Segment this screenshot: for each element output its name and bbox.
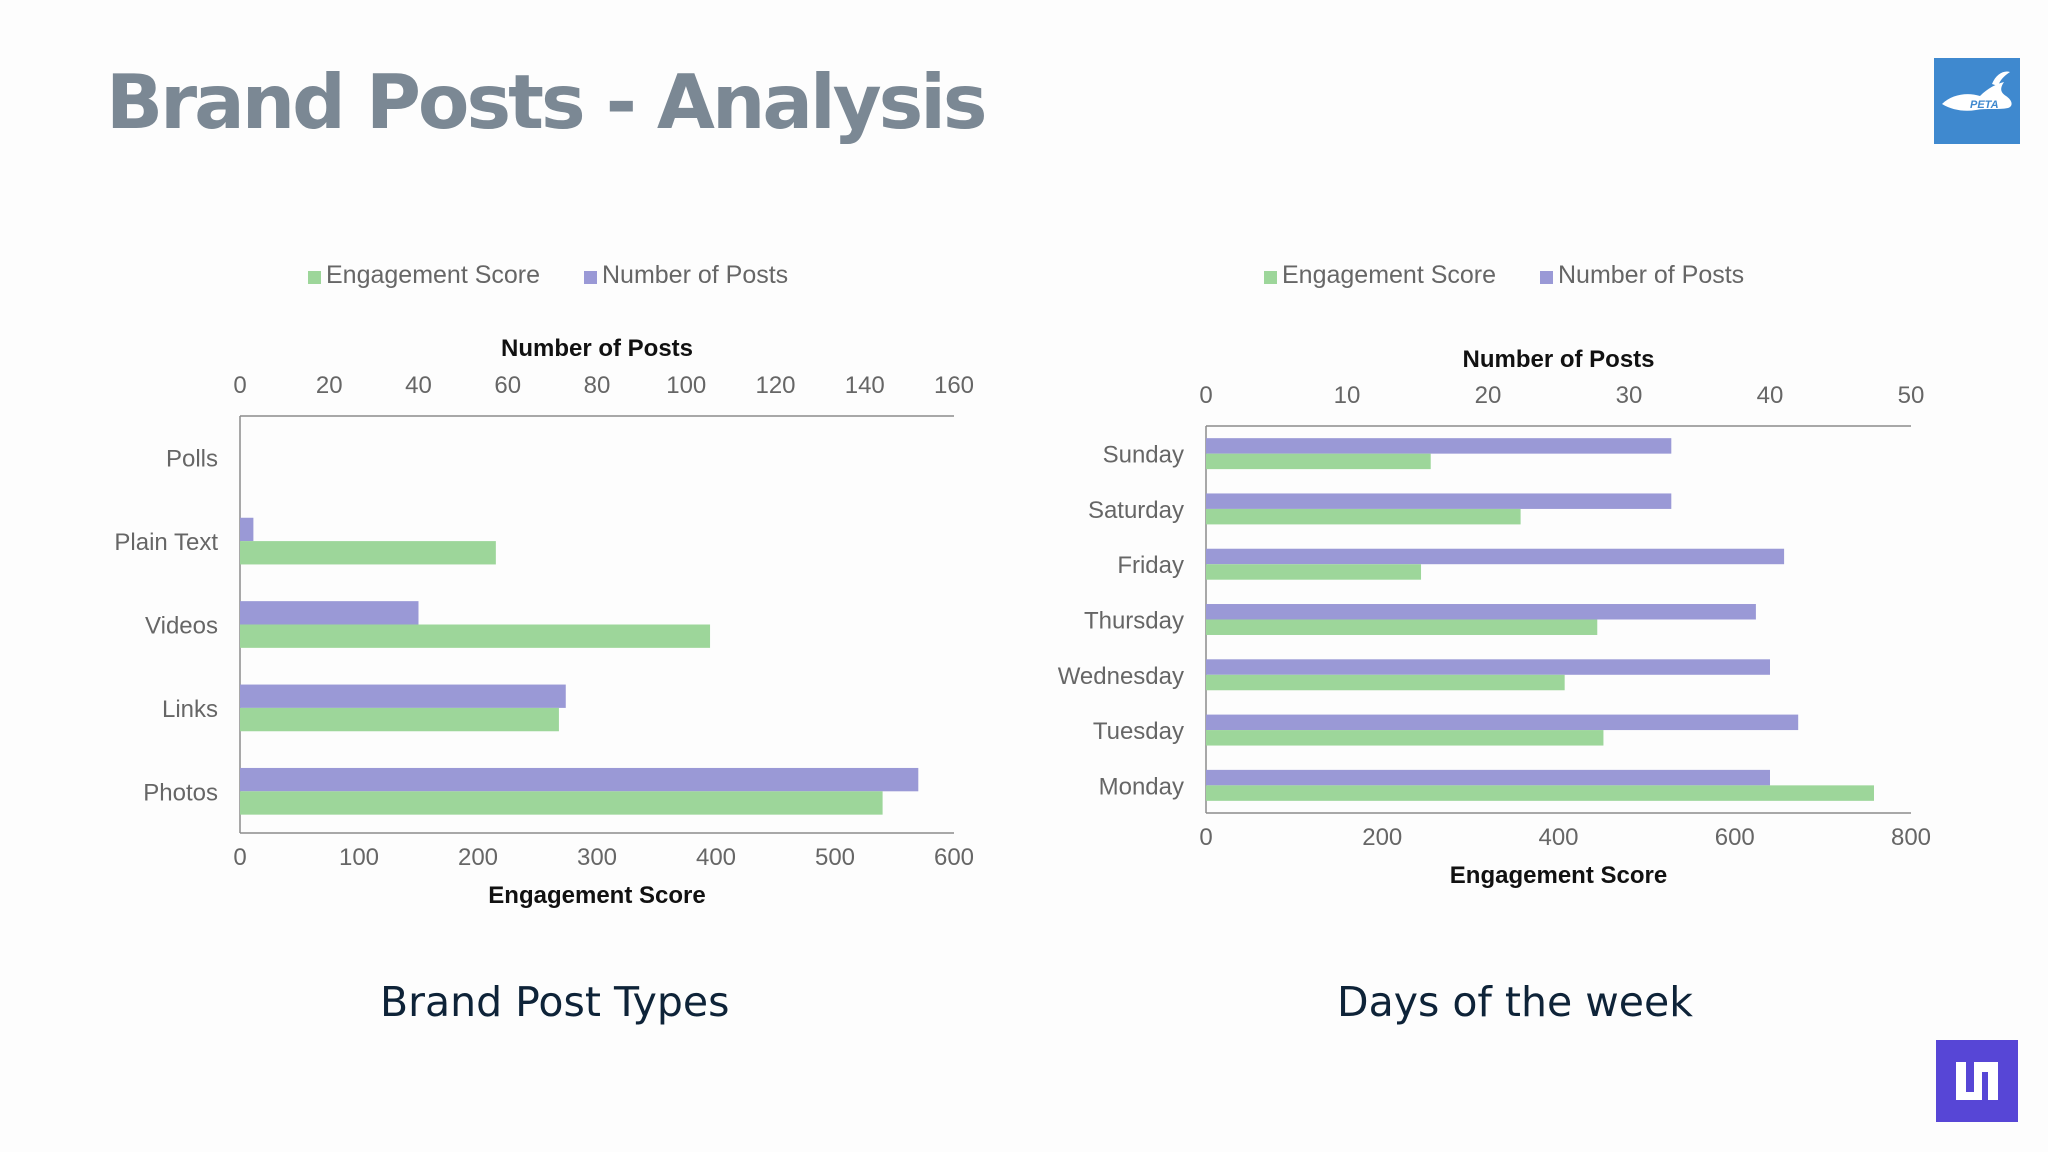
legend-label-posts: Number of Posts	[602, 261, 788, 289]
bottom-axis-tick: 300	[577, 844, 617, 871]
bottom-axis-tick: 0	[1199, 824, 1212, 851]
legend-swatch-engagement	[1264, 271, 1277, 284]
bar-engagement-sunday	[1206, 453, 1431, 470]
top-axis-tick: 40	[405, 372, 432, 399]
bar-posts-thursday	[1206, 604, 1756, 620]
category-label-sunday: Sunday	[1103, 442, 1184, 469]
bottom-axis-tick: 200	[1362, 824, 1402, 851]
bottom-axis-tick: 400	[1538, 824, 1578, 851]
top-axis-tick: 0	[233, 372, 246, 399]
bar-posts-videos	[240, 601, 419, 625]
bottom-axis-title: Engagement Score	[488, 882, 705, 909]
top-axis-tick: 0	[1199, 382, 1212, 409]
running-rabbit-icon: PETA	[1942, 71, 2012, 111]
top-axis-title: Number of Posts	[501, 335, 693, 362]
top-axis-tick: 10	[1334, 382, 1361, 409]
legend-swatch-posts	[584, 271, 597, 284]
bar-posts-plain-text	[240, 517, 254, 542]
category-label-monday: Monday	[1099, 773, 1184, 800]
bottom-axis-tick: 600	[1715, 824, 1755, 851]
bar-posts-monday	[1206, 769, 1770, 786]
top-axis-tick: 140	[845, 372, 885, 399]
top-axis-tick: 160	[934, 372, 974, 399]
bar-posts-tuesday	[1206, 714, 1799, 731]
bottom-axis-tick: 100	[339, 844, 379, 871]
top-axis-tick: 20	[1475, 382, 1502, 409]
category-label-links: Links	[162, 696, 218, 723]
legend-swatch-engagement	[308, 271, 321, 284]
top-axis-tick: 80	[584, 372, 611, 399]
bar-engagement-friday	[1206, 564, 1422, 580]
bottom-axis-title: Engagement Score	[1450, 862, 1667, 889]
category-label-photos: Photos	[143, 779, 218, 806]
bar-engagement-thursday	[1206, 619, 1598, 635]
bottom-axis-tick: 200	[458, 844, 498, 871]
category-label-saturday: Saturday	[1088, 497, 1184, 524]
top-axis-tick: 30	[1616, 382, 1643, 409]
bar-posts-sunday	[1206, 438, 1672, 454]
category-label-thursday: Thursday	[1084, 608, 1184, 635]
category-label-plain-text: Plain Text	[114, 529, 218, 556]
bottom-axis-tick: 0	[233, 844, 246, 871]
bar-engagement-links	[240, 707, 559, 732]
legend-label-engagement: Engagement Score	[326, 261, 540, 289]
category-label-wednesday: Wednesday	[1058, 663, 1184, 690]
legend-label-posts: Number of Posts	[1558, 261, 1744, 289]
brand-logo	[1936, 1040, 2018, 1122]
top-axis-tick: 120	[755, 372, 795, 399]
peta-logo-text: PETA	[1970, 99, 1999, 111]
bar-posts-wednesday	[1206, 659, 1770, 675]
bar-engagement-wednesday	[1206, 674, 1565, 691]
bottom-axis-tick: 600	[934, 844, 974, 871]
category-label-friday: Friday	[1117, 552, 1184, 579]
top-axis-tick: 20	[316, 372, 343, 399]
chart-caption-days-of-week: Days of the week	[1337, 978, 1693, 1026]
category-label-polls: Polls	[166, 446, 218, 473]
chart-caption-brand-post-types: Brand Post Types	[380, 978, 730, 1026]
category-label-tuesday: Tuesday	[1093, 718, 1184, 745]
top-axis-title: Number of Posts	[1462, 346, 1654, 373]
bar-engagement-plain-text	[240, 541, 496, 565]
legend-label-engagement: Engagement Score	[1282, 261, 1496, 289]
top-axis-tick: 50	[1898, 382, 1925, 409]
top-axis-tick: 60	[494, 372, 521, 399]
bottom-axis-tick: 400	[696, 844, 736, 871]
bar-engagement-tuesday	[1206, 730, 1604, 746]
category-label-videos: Videos	[145, 613, 218, 640]
bar-engagement-videos	[240, 624, 711, 648]
bar-posts-photos	[240, 767, 919, 792]
bar-engagement-monday	[1206, 785, 1874, 801]
slide-title: Brand Posts - Analysis	[106, 58, 988, 146]
bar-posts-links	[240, 684, 566, 708]
bar-engagement-saturday	[1206, 508, 1521, 525]
top-axis-tick: 40	[1757, 382, 1784, 409]
brand-mark-icon	[1956, 1062, 1998, 1100]
bar-posts-friday	[1206, 548, 1785, 565]
bar-engagement-photos	[240, 791, 883, 815]
bottom-axis-tick: 800	[1891, 824, 1931, 851]
bar-posts-saturday	[1206, 493, 1672, 509]
top-axis-tick: 100	[666, 372, 706, 399]
legend-swatch-posts	[1540, 271, 1553, 284]
bottom-axis-tick: 500	[815, 844, 855, 871]
peta-logo: PETA	[1934, 58, 2020, 144]
